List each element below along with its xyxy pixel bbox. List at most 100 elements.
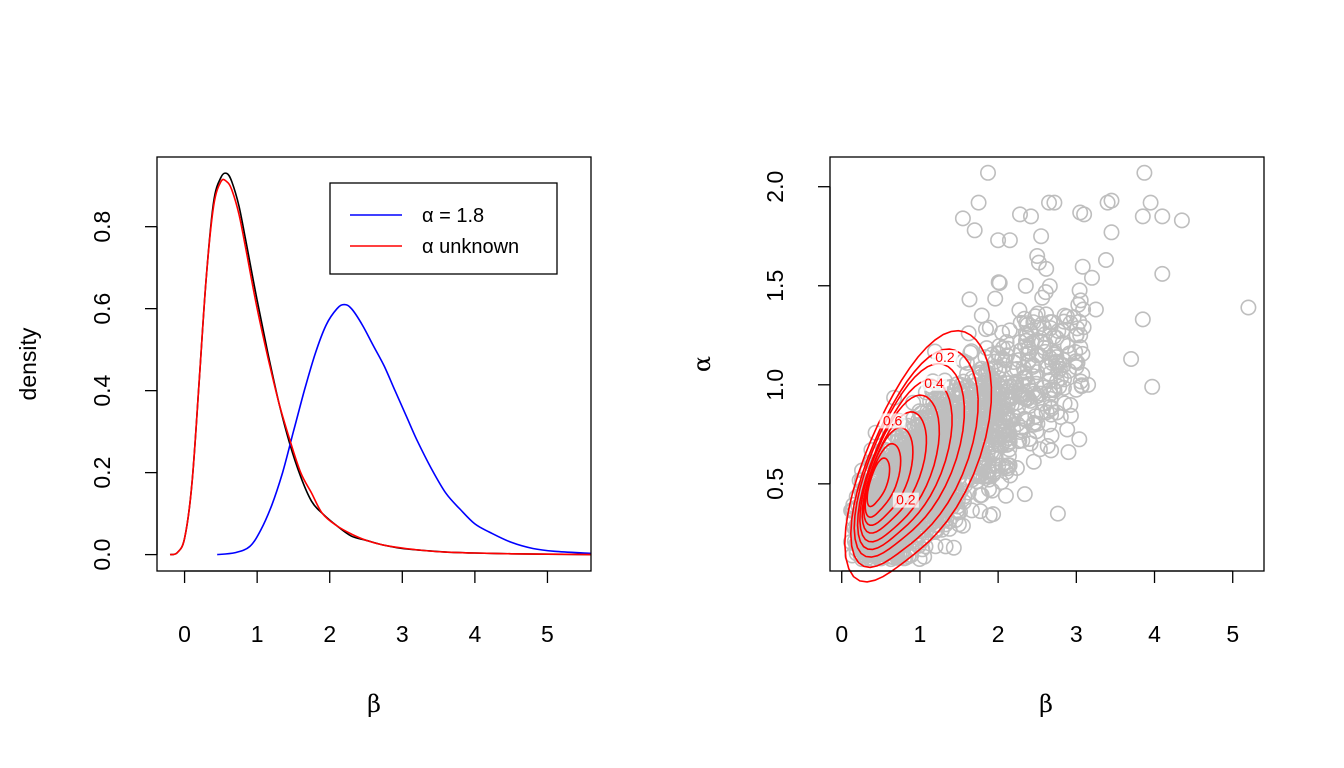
scatter-point: [973, 307, 990, 324]
scatter-point: [1087, 301, 1104, 318]
scatter-point: [1142, 194, 1159, 211]
scatter-point: [1062, 396, 1079, 413]
scatter-point: [1029, 248, 1046, 265]
scatter-point: [1099, 194, 1116, 211]
scatter-point: [1012, 342, 1029, 359]
scatter-point: [964, 404, 981, 421]
left-x-tick-label: 0: [178, 621, 191, 647]
scatter-point: [1028, 375, 1045, 392]
scatter-point: [1000, 447, 1017, 464]
scatter-point: [948, 503, 965, 520]
scatter-point: [874, 501, 891, 518]
scatter-point: [937, 538, 954, 555]
scatter-point: [1084, 269, 1101, 286]
scatter-point: [972, 487, 989, 504]
scatter-point: [947, 451, 964, 468]
scatter-point: [1016, 310, 1033, 327]
left-y-tick-label: 0.4: [89, 374, 115, 406]
scatter-point: [958, 354, 975, 371]
scatter-point: [1048, 404, 1065, 421]
scatter-point: [1039, 437, 1056, 454]
scatter-point: [1134, 208, 1151, 225]
legend-label-alpha-unknown: α unknown: [422, 236, 519, 258]
scatter-point: [958, 378, 975, 395]
scatter-point: [977, 413, 994, 430]
scatter-point: [1033, 228, 1050, 245]
scatter-point: [945, 482, 962, 499]
scatter-point: [1009, 416, 1026, 433]
scatter-point: [1025, 368, 1042, 385]
scatter-point: [855, 543, 872, 560]
scatter-point: [1011, 302, 1028, 319]
left-x-tick-label: 1: [251, 621, 264, 647]
scatter-point: [997, 458, 1014, 475]
scatter-point: [1041, 416, 1058, 433]
scatter-point: [989, 345, 1006, 362]
scatter-point: [1018, 332, 1035, 349]
left-y-tick-label: 0.2: [89, 457, 115, 489]
scatter-point: [970, 194, 987, 211]
scatter-point: [1071, 282, 1088, 299]
scatter-point: [909, 469, 926, 486]
scatter-point: [1029, 305, 1046, 322]
scatter-point: [1025, 314, 1042, 331]
scatter-point: [965, 396, 982, 413]
scatter-point: [1034, 315, 1051, 332]
left-y-tick-label: 0.8: [89, 211, 115, 243]
scatter-point: [1074, 258, 1091, 275]
scatter-point: [1002, 467, 1019, 484]
scatter-point: [1005, 353, 1022, 370]
contour-label-bg: [921, 375, 948, 391]
contour-labels: 0.2 0.4 0.6 0.2: [879, 349, 958, 508]
scatter-point: [1030, 254, 1047, 271]
scatter-point: [1037, 343, 1054, 360]
scatter-point: [1049, 505, 1066, 522]
scatter-point: [960, 325, 977, 342]
scatter-point: [1055, 379, 1072, 396]
contour-line-5: [859, 394, 941, 543]
scatter-point: [1098, 252, 1115, 269]
scatter-point: [1060, 444, 1077, 461]
right-y-tick-label: 2.0: [762, 171, 788, 203]
right-x-tick-label: 2: [992, 621, 1005, 647]
right-y-tick-label: 0.5: [762, 468, 788, 500]
density-line-alpha-unknown: [169, 178, 592, 556]
density-line-alpha-1-8: [217, 303, 592, 556]
density-plot: 0 1 2 3 4 5 0.0 0.2 0.4 0.6 0.8 β density α = 1.8…: [15, 156, 592, 718]
right-x-tick-label: 5: [1226, 621, 1239, 647]
scatter-point: [985, 386, 1002, 403]
scatter-point: [1041, 194, 1058, 211]
scatter-point: [1154, 208, 1171, 225]
scatter-point: [914, 447, 931, 464]
scatter-point: [999, 340, 1016, 357]
left-x-tick-label: 3: [396, 621, 409, 647]
density-lines: [169, 172, 592, 556]
scatter-point: [981, 463, 998, 480]
scatter-point: [1012, 314, 1029, 331]
scatter-contour-plot: 0.2 0.4 0.6 0.2 0 1 2 3 4 5 0.5 1.0 1.5 2.0 β α: [688, 156, 1265, 718]
contour-label: 0.6: [883, 412, 903, 428]
scatter-point: [1010, 433, 1027, 450]
scatter-point: [1173, 212, 1190, 229]
scatter-point: [1071, 431, 1088, 448]
scatter-point: [997, 487, 1014, 504]
scatter-point: [990, 232, 1007, 249]
scatter-point: [1080, 376, 1097, 393]
scatter-point: [1072, 204, 1089, 221]
scatter-point: [860, 547, 877, 564]
scatter-point: [1059, 421, 1076, 438]
scatter-point: [996, 357, 1013, 374]
scatter-point: [1046, 194, 1063, 211]
scatter-point: [1016, 486, 1033, 503]
left-x-tick-label: 5: [541, 621, 554, 647]
right-x-axis: 0 1 2 3 4 5: [835, 570, 1239, 647]
scatter-point: [954, 210, 971, 227]
left-x-tick-label: 4: [468, 621, 481, 647]
contour-label-bg: [892, 492, 919, 508]
right-x-tick-label: 3: [1070, 621, 1083, 647]
contour-label: 0.2: [935, 349, 955, 365]
left-y-tick-label: 0.0: [89, 539, 115, 571]
scatter-point: [855, 518, 872, 535]
scatter-point: [1025, 453, 1042, 470]
scatter-point: [981, 507, 998, 524]
